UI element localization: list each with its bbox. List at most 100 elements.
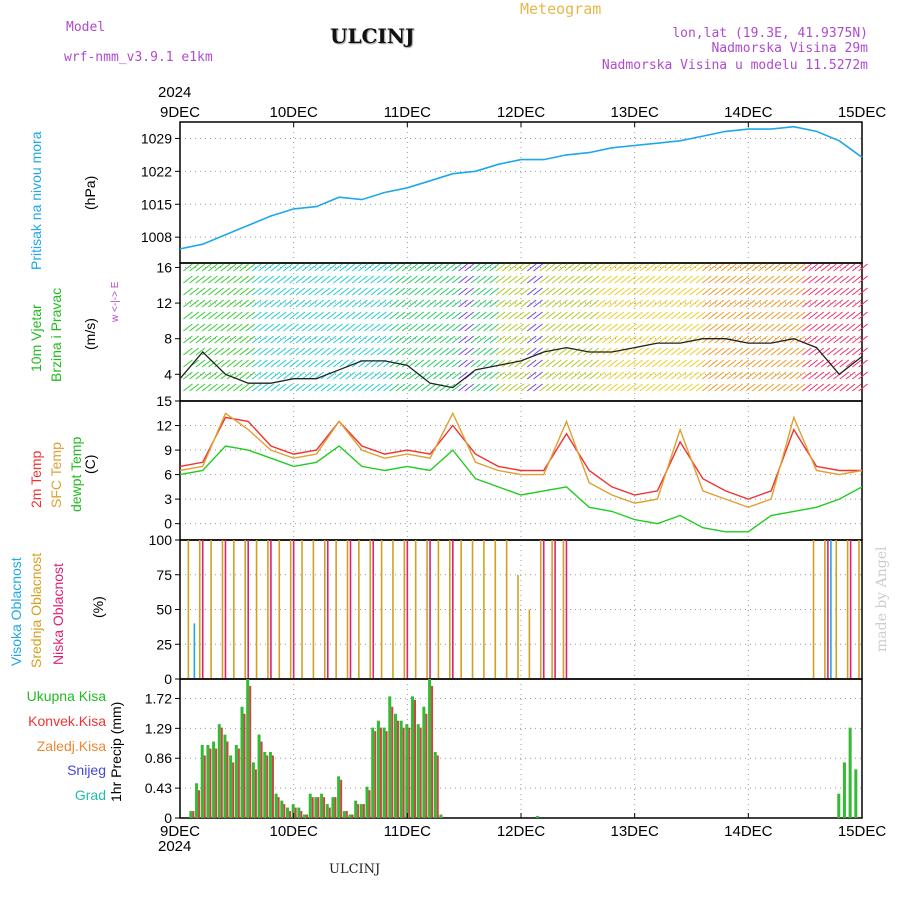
wind-barb [583,263,593,272]
wind-barb [270,275,281,284]
wind-barb [476,335,487,344]
y-tick-label: 3 [164,491,172,507]
wind-barb [720,311,731,320]
wind-barb [333,371,343,380]
wind-barb [689,371,700,380]
wind-barb [589,299,600,308]
wind-barb [464,299,475,308]
wind-barb [276,335,287,344]
wind-barb [576,263,587,272]
wind-barb [839,263,850,272]
wind-barb [845,299,856,308]
wind-barb [576,347,587,356]
wind-barb [458,275,468,284]
wind-barb [827,311,837,320]
wind-barb [852,359,862,368]
wind-barb [689,347,700,356]
wind-barb [777,323,787,332]
wind-barb [233,263,243,272]
wind-barb [220,275,231,284]
pressure-line [179,125,863,250]
wind-barb [220,335,231,344]
wind-barb [433,359,443,368]
wind-barb [614,287,625,296]
wind-barb [789,371,800,380]
wind-barb [570,275,581,284]
wind-barb [295,311,306,320]
wind-barb [189,275,199,284]
wind-barb [520,275,531,284]
wind-barb [777,299,787,308]
wind-barb [495,323,506,332]
wind-barb [733,347,743,356]
wind-barb [745,347,756,356]
wind-barb [376,275,387,284]
wind-barb [739,263,750,272]
wind-barb [701,359,712,368]
wind-barb [295,383,306,392]
wind-barb [676,347,687,356]
wind-barb [239,287,249,296]
wind-barb [308,383,318,392]
wind-barb [839,311,850,320]
wind-barb [489,287,500,296]
wind-barb [358,299,368,308]
wind-barb [295,263,306,272]
legend-snow: Snijeg [67,762,106,778]
wind-barb [614,311,625,320]
wind-barb [852,287,862,296]
wind-barb [639,275,650,284]
wind-barb [501,383,512,392]
wind-barb [395,263,406,272]
wind-barb [476,371,487,380]
y-tick-label: 50 [156,602,172,618]
wind-barb [595,287,606,296]
wind-barb [726,347,737,356]
wind-barb [264,299,274,308]
wind-barb [720,299,731,308]
wind-barb [683,287,693,296]
wind-barb [564,359,575,368]
precip-conv-bar [266,755,269,818]
wind-barb [201,275,212,284]
wind-barb [420,359,431,368]
wind-barb [383,383,393,392]
wind-barb [633,359,643,368]
wind-barb [445,275,456,284]
wind-barb [251,383,262,392]
wind-barb [739,347,750,356]
wind-barb [314,383,325,392]
wind-barb [795,359,806,368]
precip-conv-bar [431,685,434,818]
wind-barb [295,299,306,308]
wind-barb [520,311,531,320]
wind-barb [295,275,306,284]
wind-barb [745,359,756,368]
wind-barb [720,371,731,380]
wind-barb [758,359,768,368]
wind-barb [345,335,356,344]
x-tick-label-bottom: 11DEC [384,823,431,840]
wind-barb [370,275,381,284]
wind-barb [351,311,362,320]
wind-barb [314,275,325,284]
wind-barb [683,275,693,284]
wind-barb [426,299,437,308]
wind-barb [689,323,700,332]
wind-barb [295,323,306,332]
wind-barb [833,287,843,296]
wind-barb [726,323,737,332]
wind-barb [564,371,575,380]
wind-barb [458,371,468,380]
dewpoint-line [179,445,863,533]
wind-barb [639,263,650,272]
wind-barb [583,275,593,284]
wind-barb [820,299,831,308]
wind-barb [858,275,868,284]
wind-barb [539,371,550,380]
wind-barb [595,263,606,272]
wind-barb [664,371,675,380]
wind-barb [426,263,437,272]
wind-barb [214,287,224,296]
precip-conv-bar [379,727,382,818]
